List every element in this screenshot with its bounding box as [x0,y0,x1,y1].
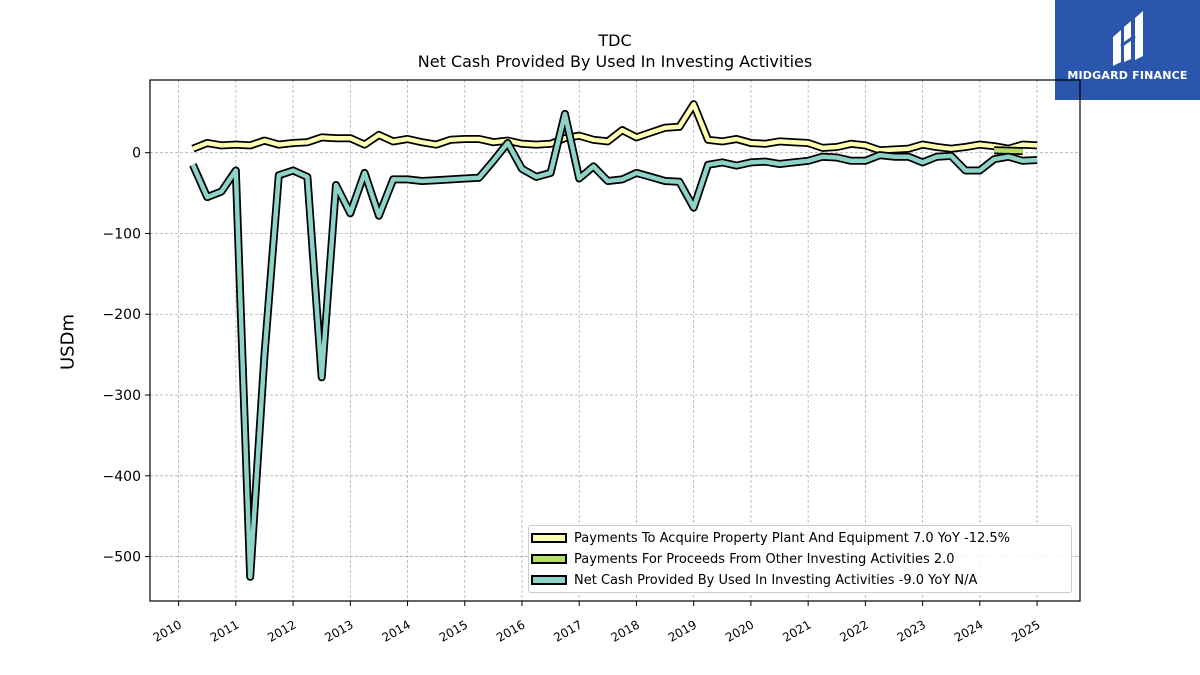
x-tick-label: 2023 [895,617,928,644]
x-tick-label: 2015 [437,617,470,644]
y-tick-label: −300 [103,388,141,404]
legend-swatch-net [531,575,567,585]
x-tick-label: 2024 [952,617,985,644]
x-tick-label: 2017 [551,617,584,644]
legend-label-net: Net Cash Provided By Used In Investing A… [574,572,978,588]
x-tick-label: 2011 [208,617,241,644]
legend-swatch-ppe [531,533,567,543]
x-tick-label: 2010 [151,617,184,644]
logo: MIDGARD FINANCE [1055,0,1200,100]
x-tick-label: 2016 [494,617,527,644]
x-tick-label: 2019 [666,617,699,644]
legend-label-ppe: Payments To Acquire Property Plant And E… [574,530,1011,546]
x-tick-label: 2014 [380,617,413,644]
series-line [190,111,1038,580]
chart-subtitle: Net Cash Provided By Used In Investing A… [417,52,813,71]
plot-frame [149,79,1081,602]
series-line [192,101,1038,153]
logo-mark-icon [1113,11,1143,66]
x-tick-label: 2012 [265,617,298,644]
y-tick-label: −400 [103,469,141,485]
series-line [994,148,1023,154]
logo-text: MIDGARD FINANCE [1067,69,1188,82]
x-tick-label: 2013 [322,617,355,644]
chart-title: TDC [598,31,632,50]
x-tick-label: 2021 [780,617,813,644]
y-tick-label: −500 [103,550,141,566]
legend: Payments To Acquire Property Plant And E… [528,525,1072,593]
y-tick-label: −100 [103,226,141,242]
legend-swatch-other [531,554,567,564]
x-tick-label: 2022 [837,617,870,644]
series-outline [191,100,1038,155]
y-tick-label: −200 [103,307,141,323]
x-tick-label: 2020 [723,617,756,644]
x-tick-label: 2025 [1009,617,1042,644]
x-tick-label: 2018 [609,617,642,644]
y-tick-label: 0 [132,146,141,162]
legend-label-other: Payments For Proceeds From Other Investi… [574,551,955,567]
